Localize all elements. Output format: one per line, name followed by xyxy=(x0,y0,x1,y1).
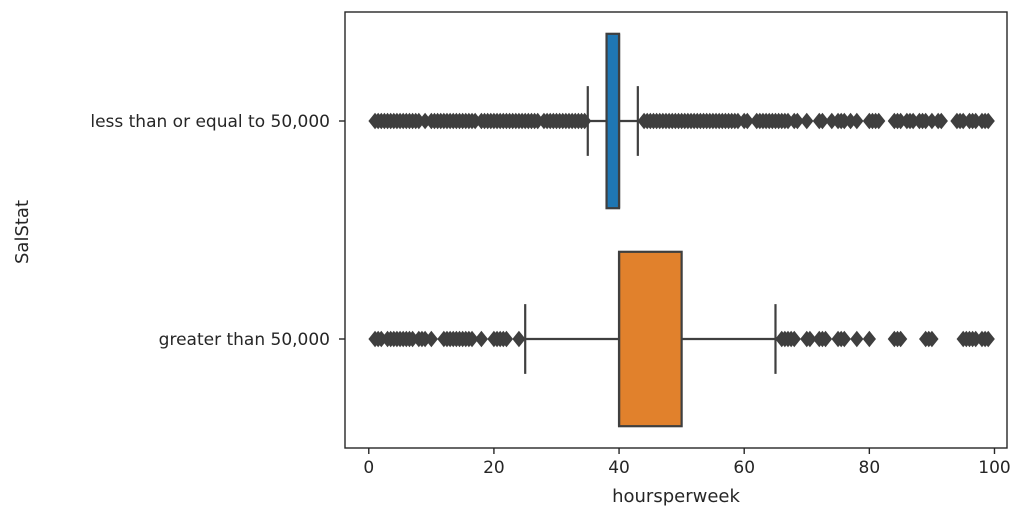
x-axis-label: hoursperweek xyxy=(612,486,740,507)
outlier-point xyxy=(800,112,814,130)
iqr-box xyxy=(605,32,621,210)
y-tick-label: greater than 50,000 xyxy=(159,330,330,350)
x-tick-label: 80 xyxy=(859,458,881,478)
outlier-point xyxy=(981,330,995,348)
x-tick-label: 100 xyxy=(978,458,1010,478)
outlier-point xyxy=(818,330,833,348)
outlier-point xyxy=(850,330,864,348)
outlier-point xyxy=(740,112,754,130)
outlier-point xyxy=(837,330,851,348)
iqr-box xyxy=(617,250,683,428)
outlier-point xyxy=(803,330,817,348)
outlier-point xyxy=(934,112,948,130)
x-tick-label: 60 xyxy=(733,458,755,478)
outlier-point xyxy=(578,112,592,130)
outlier-point xyxy=(499,330,514,348)
x-tick-label: 40 xyxy=(608,458,630,478)
box-group xyxy=(368,32,995,210)
outlier-point xyxy=(474,330,489,348)
y-tick-label: less than or equal to 50,000 xyxy=(90,112,330,132)
outlier-point xyxy=(981,112,995,130)
outlier-point xyxy=(787,330,801,348)
outlier-point xyxy=(815,112,830,130)
y-axis-label: SalStat xyxy=(12,200,33,264)
outlier-point xyxy=(850,112,864,130)
outlier-point xyxy=(925,330,939,348)
outlier-point xyxy=(424,330,438,348)
outlier-point xyxy=(872,112,886,130)
outlier-point xyxy=(893,330,908,348)
box-group xyxy=(368,250,995,428)
x-tick-label: 20 xyxy=(483,458,505,478)
plot-frame xyxy=(344,11,1008,449)
outlier-point xyxy=(512,330,526,348)
outlier-point xyxy=(465,330,479,348)
outlier-point xyxy=(790,112,805,130)
outlier-point xyxy=(862,330,876,348)
x-tick-label: 0 xyxy=(363,458,374,478)
